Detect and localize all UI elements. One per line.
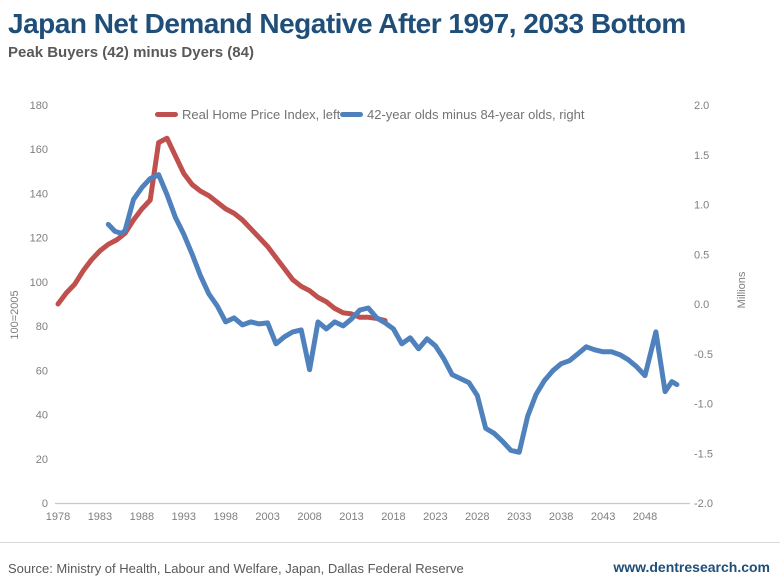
right-axis-tick-label: 1.5 <box>694 150 709 162</box>
red-line-swatch <box>155 111 178 117</box>
legend-label-net-demand: 42-year olds minus 84-year olds, right <box>367 106 585 122</box>
right-axis-tick-label: -1.5 <box>694 448 713 460</box>
x-axis-tick-label: 2008 <box>297 511 321 523</box>
website-link[interactable]: www.dentresearch.com <box>613 559 770 575</box>
x-axis-tick-label: 1983 <box>88 511 112 523</box>
x-axis-tick-label: 2003 <box>255 511 279 523</box>
x-axis-tick-labels: 1978 1983 1988 1993 1998 2003 2008 2013 2018 2023… <box>46 511 658 523</box>
x-axis-tick-label: 2023 <box>423 511 447 523</box>
footer-divider <box>0 542 780 543</box>
x-axis-tick-label: 2048 <box>633 511 657 523</box>
x-axis-tick-label: 1998 <box>213 511 237 523</box>
left-axis-tick-label: 80 <box>36 321 48 333</box>
right-axis-tick-label: -1.0 <box>694 399 713 411</box>
x-axis-tick-label: 2018 <box>381 511 405 523</box>
right-axis-tick-label: 2.0 <box>694 100 709 112</box>
red-line-series <box>55 135 388 324</box>
right-axis-tick-labels: 2.0 1.5 1.0 0.5 0.0 -0.5 -1.0 -1.5 -2.0 <box>694 100 713 510</box>
left-axis-tick-labels: 180 160 140 120 100 80 60 40 20 0 <box>30 100 48 510</box>
blue-line-swatch <box>340 111 363 117</box>
x-axis-tick-label: 2013 <box>339 511 363 523</box>
left-axis-tick-label: 20 <box>36 454 48 466</box>
right-axis-tick-label: -0.5 <box>694 349 713 361</box>
page-subtitle: Peak Buyers (42) minus Dyers (84) <box>8 44 254 61</box>
legend-item-home-price: Real Home Price Index, left <box>155 106 340 122</box>
left-axis-tick-label: 100 <box>30 277 48 289</box>
legend-label-home-price: Real Home Price Index, left <box>182 106 341 122</box>
left-axis-tick-label: 160 <box>30 144 48 156</box>
right-axis-tick-label: -2.0 <box>694 498 713 510</box>
x-axis-tick-label: 1993 <box>172 511 196 523</box>
left-axis-tick-label: 60 <box>36 365 48 377</box>
left-axis-tick-label: 0 <box>42 498 48 510</box>
right-axis-tick-label: 1.0 <box>694 200 709 212</box>
source-text: Source: Ministry of Health, Labour and W… <box>8 561 464 576</box>
x-axis-tick-label: 2038 <box>549 511 573 523</box>
x-axis-tick-label: 2028 <box>465 511 489 523</box>
right-axis-tick-label: 0.5 <box>694 249 709 261</box>
right-axis-tick-label: 0.0 <box>694 299 709 311</box>
left-axis-tick-label: 40 <box>36 410 48 422</box>
blue-line-series <box>105 172 680 455</box>
x-axis-tick-label: 2033 <box>507 511 531 523</box>
x-axis-tick-label: 1978 <box>46 511 70 523</box>
page-title: Japan Net Demand Negative After 1997, 20… <box>8 8 686 39</box>
x-axis-tick-label: 1988 <box>130 511 154 523</box>
right-axis-title: Millions <box>736 271 748 308</box>
legend-item-net-demand: 42-year olds minus 84-year olds, right <box>340 106 585 122</box>
left-axis-tick-label: 180 <box>30 100 48 112</box>
left-axis-tick-label: 140 <box>30 188 48 200</box>
x-axis-tick-label: 2043 <box>591 511 615 523</box>
left-axis-tick-label: 120 <box>30 233 48 245</box>
left-axis-title: 100=2005 <box>9 290 21 339</box>
